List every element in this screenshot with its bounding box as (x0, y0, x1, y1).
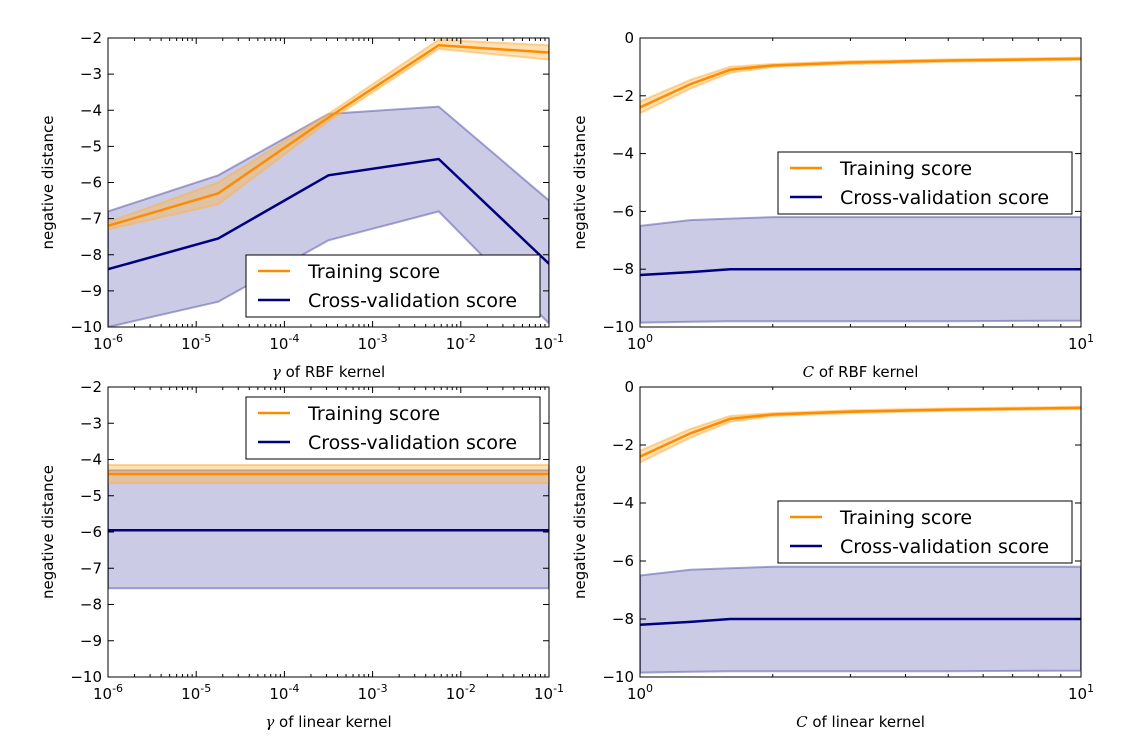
plot-area (108, 38, 549, 327)
y-tick-label: −9 (80, 282, 102, 300)
x-tick-label: 100 (627, 682, 653, 703)
axes-frame (639, 386, 1082, 678)
x-tick-label: 101 (1068, 682, 1094, 703)
x-tick-label: 10-3 (358, 332, 388, 353)
y-axis-label: negative distance (571, 116, 589, 250)
y-axis-label: negative distance (571, 465, 589, 599)
legend-label: Training score (307, 403, 440, 425)
plot-area (640, 405, 1081, 674)
y-axis-label: negative distance (39, 116, 57, 250)
training-std-band (640, 56, 1081, 115)
y-axis-label: negative distance (39, 465, 57, 599)
x-axis-label: γ of linear kernel (265, 713, 391, 731)
legend: Training score Cross-validation score (245, 254, 541, 318)
y-tick-label: −2 (80, 378, 102, 396)
x-tick-label: 10-1 (534, 682, 564, 703)
x-tick-label: 10-5 (181, 332, 211, 353)
x-tick-label: 10-6 (93, 682, 123, 703)
y-tick-label: −10 (70, 318, 102, 336)
x-axis-label: C of RBF kernel (803, 363, 919, 381)
cv-score-line (640, 617, 1081, 627)
y-tick-label: −6 (80, 174, 102, 192)
axes-frame (639, 37, 1082, 328)
y-tick-label: −2 (80, 29, 102, 47)
x-tick-label: 10-2 (446, 682, 476, 703)
y-tick-label: −5 (80, 487, 102, 505)
y-tick-label: −6 (80, 523, 102, 541)
x-axis-label: C of linear kernel (796, 713, 925, 731)
x-tick-label: 10-4 (269, 332, 299, 353)
y-tick-label: −8 (612, 260, 634, 278)
training-score-line (640, 57, 1081, 109)
legend-label: Cross-validation score (840, 187, 1049, 209)
y-tick-label: −8 (80, 596, 102, 614)
y-tick-label: −10 (70, 668, 102, 686)
y-tick-label: 0 (624, 29, 634, 47)
legend: Training score Cross-validation score (777, 151, 1073, 215)
legend-box (777, 500, 1073, 564)
y-tick-label: −5 (80, 137, 102, 155)
y-tick-label: −6 (612, 552, 634, 570)
cv-score-line (108, 157, 549, 271)
y-tick-label: −10 (602, 318, 634, 336)
legend-box (245, 396, 541, 460)
legend-label: Training score (307, 261, 440, 283)
x-tick-label: 101 (1068, 332, 1094, 353)
training-std-band (640, 405, 1081, 464)
training-score-line (108, 43, 549, 228)
y-tick-label: −3 (80, 65, 102, 83)
x-tick-label: 10-2 (446, 332, 476, 353)
training-score-line (640, 406, 1081, 458)
y-tick-label: −8 (612, 610, 634, 628)
y-tick-label: −4 (80, 451, 102, 469)
cv-score-line (640, 267, 1081, 277)
legend-box (777, 151, 1073, 215)
legend-label: Cross-validation score (308, 290, 517, 312)
y-tick-label: −2 (612, 87, 634, 105)
y-tick-label: −9 (80, 632, 102, 650)
y-tick-label: −4 (612, 145, 634, 163)
y-tick-label: −4 (612, 494, 634, 512)
plot-area (108, 463, 549, 590)
legend-label: Training score (839, 158, 972, 180)
legend-box (245, 254, 541, 318)
x-tick-label: 10-3 (358, 682, 388, 703)
y-tick-label: −7 (80, 210, 102, 228)
legend: Training score Cross-validation score (777, 500, 1073, 564)
legend-label: Cross-validation score (840, 536, 1049, 558)
y-tick-label: −10 (602, 668, 634, 686)
y-tick-label: −2 (612, 436, 634, 454)
legend: Training score Cross-validation score (245, 396, 541, 460)
legend-label: Training score (839, 507, 972, 529)
plot-area (640, 56, 1081, 324)
x-tick-label: 10-6 (93, 332, 123, 353)
cv-std-band (108, 105, 549, 327)
y-tick-label: −6 (612, 202, 634, 220)
x-tick-label: 10-1 (534, 332, 564, 353)
x-tick-label: 100 (627, 332, 653, 353)
y-tick-label: −8 (80, 246, 102, 264)
x-axis-label: γ of RBF kernel (272, 363, 385, 381)
legend-label: Cross-validation score (308, 432, 517, 454)
y-tick-label: −3 (80, 414, 102, 432)
y-tick-label: −4 (80, 101, 102, 119)
y-tick-label: 0 (624, 378, 634, 396)
x-tick-label: 10-5 (181, 682, 211, 703)
training-std-band (108, 38, 549, 231)
y-tick-label: −7 (80, 559, 102, 577)
x-tick-label: 10-4 (269, 682, 299, 703)
